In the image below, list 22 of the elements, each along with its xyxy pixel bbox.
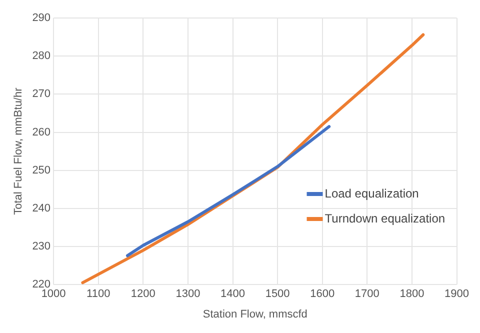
legend-label: Turndown equalization [324,211,446,226]
x-axis-title: Station Flow, mmscfd [202,308,308,320]
x-tick-label: 1700 [354,288,380,300]
y-tick-label: 220 [32,278,51,291]
legend-label: Load equalization [324,186,419,200]
x-tick-label: 1100 [86,288,110,300]
y-tick-label: 290 [32,12,51,24]
x-tick-label: 1300 [176,288,200,300]
x-tick-label: 1900 [444,288,470,300]
y-axis-title: Total Fuel Flow, mmBtu/hr [12,87,25,215]
x-tick-label: 1000 [41,288,66,300]
y-tick-label: 240 [32,202,51,214]
y-tick-label: 270 [32,88,51,100]
x-tick-label: 1800 [400,288,424,300]
y-tick-label: 260 [32,126,51,138]
y-tick-label: 250 [32,164,51,176]
x-tick-label: 1600 [310,288,335,300]
x-tick-label: 1400 [220,288,245,300]
y-tick-label: 280 [32,50,51,62]
x-tick-label: 1200 [130,288,156,300]
x-tick-label: 1500 [265,288,290,300]
y-tick-label: 230 [32,240,51,253]
